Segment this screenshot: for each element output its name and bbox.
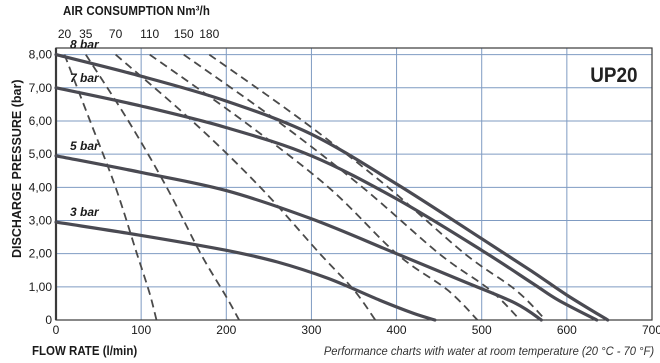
x-tick-label: 100 <box>131 323 151 337</box>
curve-8-bar <box>54 53 610 322</box>
y-tick-label: 3,00 <box>29 213 53 227</box>
x-tick-label: 200 <box>216 323 236 337</box>
chart-title: AIR CONSUMPTION Nm³/h <box>63 4 210 18</box>
pressure-curve-labels: 8 bar 7 bar 5 bar 3 bar <box>70 38 100 220</box>
x-axis-title: FLOW RATE (l/min) <box>32 344 138 358</box>
y-tick-label: 1,00 <box>29 280 53 294</box>
x-tick-label: 700 <box>642 323 660 337</box>
y-axis-title: DISCHARGE PRESSURE (bar) <box>10 79 24 259</box>
air-curve-150 <box>183 53 521 321</box>
series-label: 7 bar <box>70 71 100 85</box>
x-tick-label: 300 <box>301 323 321 337</box>
air-tick-label: 20 <box>58 27 72 41</box>
air-curve-110 <box>149 53 479 321</box>
x-tick-label: 500 <box>472 323 492 337</box>
air-curve-20 <box>63 54 158 321</box>
curve-7-bar <box>54 86 599 322</box>
series-label: 8 bar <box>70 38 100 52</box>
y-tick-label: 5,00 <box>29 147 53 161</box>
air-consumption-curves <box>63 53 547 321</box>
air-tick-label: 180 <box>199 27 219 41</box>
x-axis-ticks: 0 100 200 300 400 500 600 700 <box>53 323 660 337</box>
air-consumption-tick-labels: 20 35 70 110 150 180 <box>58 27 220 41</box>
air-tick-label: 70 <box>109 27 123 41</box>
y-tick-label: 6,00 <box>29 114 53 128</box>
pressure-curves <box>54 53 610 322</box>
y-tick-label: 8,00 <box>29 48 53 62</box>
series-label: 3 bar <box>70 205 100 219</box>
y-axis-ticks: 0 1,00 2,00 3,00 4,00 5,00 6,00 7,00 8,00 <box>29 48 53 327</box>
air-curve-35 <box>85 54 240 321</box>
footnote: Performance charts with water at room te… <box>323 344 654 358</box>
x-tick-label: 400 <box>387 323 407 337</box>
curve-3-bar <box>54 220 437 322</box>
y-tick-label: 2,00 <box>29 247 53 261</box>
y-tick-label: 0 <box>45 313 52 327</box>
x-tick-label: 600 <box>557 323 577 337</box>
air-tick-label: 35 <box>79 27 93 41</box>
air-tick-label: 150 <box>174 27 194 41</box>
model-label: UP20 <box>590 64 638 87</box>
y-tick-label: 7,00 <box>29 81 53 95</box>
grid-lines <box>56 48 652 320</box>
plot-frame <box>54 47 653 321</box>
series-label: 5 bar <box>70 139 100 153</box>
x-tick-label: 0 <box>53 323 60 337</box>
curve-5-bar <box>54 154 543 322</box>
air-tick-label: 110 <box>140 27 159 41</box>
y-tick-label: 4,00 <box>29 180 53 194</box>
